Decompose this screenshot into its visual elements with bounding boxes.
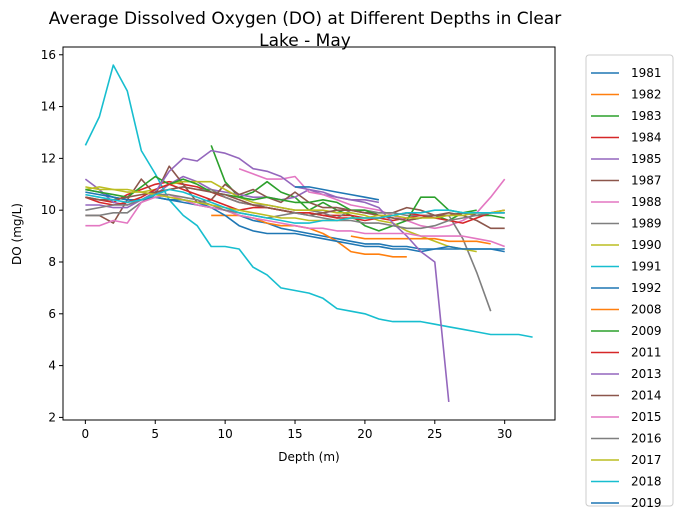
x-tick-label: 0 bbox=[82, 427, 90, 441]
y-tick-label: 12 bbox=[41, 151, 56, 165]
x-tick-label: 15 bbox=[287, 427, 302, 441]
legend-label-2009: 2009 bbox=[631, 324, 662, 338]
legend-label-1991: 1991 bbox=[631, 260, 662, 274]
y-axis-label: DO (mg/L) bbox=[10, 203, 24, 265]
chart-title-line2: Lake - May bbox=[259, 31, 351, 51]
series-lines bbox=[84, 64, 533, 402]
legend-label-2017: 2017 bbox=[631, 453, 662, 467]
legend-label-2015: 2015 bbox=[631, 410, 662, 424]
legend-label-1982: 1982 bbox=[631, 88, 662, 102]
x-axis-ticks: 0 5 10 15 20 25 30 bbox=[82, 420, 512, 441]
legend-label-1992: 1992 bbox=[631, 281, 662, 295]
series-line-2018 bbox=[85, 188, 505, 224]
legend: 1981 1982 1983 1984 1985 1987 1988 1989 1990 1991… bbox=[585, 54, 674, 510]
legend-label-1987: 1987 bbox=[631, 174, 662, 188]
legend-label-1984: 1984 bbox=[631, 131, 662, 145]
series-line-1985 bbox=[84, 175, 380, 206]
legend-label-1989: 1989 bbox=[631, 217, 662, 231]
series-line-2008 bbox=[350, 235, 491, 245]
x-tick-label: 20 bbox=[357, 427, 372, 441]
legend-label-2011: 2011 bbox=[631, 346, 662, 360]
legend-label-2013: 2013 bbox=[631, 367, 662, 381]
y-tick-label: 2 bbox=[48, 410, 56, 424]
y-tick-label: 8 bbox=[48, 255, 56, 269]
series-line-1991 bbox=[84, 64, 533, 338]
series-line-2019 bbox=[295, 186, 380, 201]
y-tick-label: 4 bbox=[48, 359, 56, 373]
legend-box bbox=[585, 54, 674, 507]
x-axis-label: Depth (m) bbox=[278, 450, 339, 464]
legend-label-2014: 2014 bbox=[631, 389, 662, 403]
legend-label-1983: 1983 bbox=[631, 109, 662, 123]
legend-label-2019: 2019 bbox=[631, 496, 662, 510]
legend-label-1990: 1990 bbox=[631, 238, 662, 252]
y-tick-label: 16 bbox=[41, 48, 56, 62]
series-line-1990 bbox=[85, 180, 477, 253]
legend-label-2016: 2016 bbox=[631, 432, 662, 446]
series-line-1992 bbox=[85, 191, 505, 253]
x-tick-label: 5 bbox=[151, 427, 159, 441]
x-tick-label: 25 bbox=[427, 427, 442, 441]
legend-label-2008: 2008 bbox=[631, 303, 662, 317]
legend-label-1985: 1985 bbox=[631, 152, 662, 166]
series-line-2009 bbox=[85, 175, 505, 222]
x-tick-label: 30 bbox=[497, 427, 512, 441]
y-tick-label: 14 bbox=[41, 100, 56, 114]
plot-area-frame bbox=[62, 46, 556, 421]
y-tick-label: 6 bbox=[48, 307, 56, 321]
x-tick-label: 10 bbox=[217, 427, 232, 441]
legend-label-1988: 1988 bbox=[631, 195, 662, 209]
legend-label-2018: 2018 bbox=[631, 475, 662, 489]
series-line-2015 bbox=[85, 193, 505, 248]
chart-title-line1: Average Dissolved Oxygen (DO) at Differe… bbox=[49, 9, 561, 29]
y-axis-ticks: 2 4 6 8 10 12 14 16 bbox=[41, 48, 63, 424]
y-tick-label: 10 bbox=[41, 203, 56, 217]
legend-label-1981: 1981 bbox=[631, 66, 662, 80]
